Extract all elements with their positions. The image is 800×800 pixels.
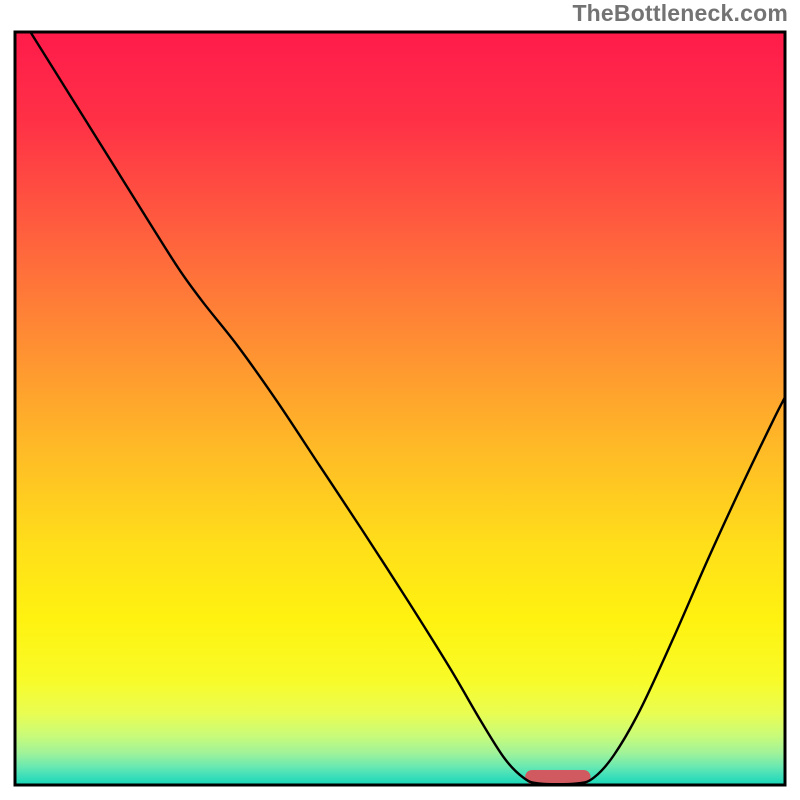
watermark-text: TheBottleneck.com [572, 0, 788, 27]
chart-svg [0, 0, 800, 800]
gradient-background [15, 32, 785, 785]
chart-stage: TheBottleneck.com [0, 0, 800, 800]
